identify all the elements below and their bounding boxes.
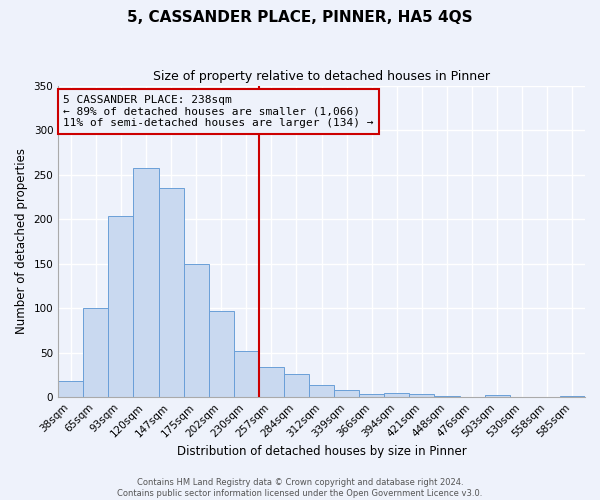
Bar bbox=[334, 390, 359, 397]
Bar bbox=[109, 216, 133, 397]
Title: Size of property relative to detached houses in Pinner: Size of property relative to detached ho… bbox=[153, 70, 490, 83]
Bar bbox=[158, 188, 184, 397]
X-axis label: Distribution of detached houses by size in Pinner: Distribution of detached houses by size … bbox=[177, 444, 466, 458]
Bar bbox=[58, 381, 83, 397]
Bar bbox=[485, 396, 510, 397]
Bar bbox=[560, 396, 585, 397]
Bar bbox=[409, 394, 434, 397]
Text: 5, CASSANDER PLACE, PINNER, HA5 4QS: 5, CASSANDER PLACE, PINNER, HA5 4QS bbox=[127, 10, 473, 25]
Bar bbox=[184, 264, 209, 397]
Y-axis label: Number of detached properties: Number of detached properties bbox=[15, 148, 28, 334]
Bar bbox=[359, 394, 385, 397]
Bar bbox=[133, 168, 158, 397]
Bar bbox=[284, 374, 309, 397]
Text: 5 CASSANDER PLACE: 238sqm
← 89% of detached houses are smaller (1,066)
11% of se: 5 CASSANDER PLACE: 238sqm ← 89% of detac… bbox=[64, 95, 374, 128]
Bar bbox=[259, 367, 284, 397]
Bar bbox=[309, 385, 334, 397]
Bar bbox=[234, 351, 259, 397]
Bar bbox=[83, 308, 109, 397]
Bar bbox=[434, 396, 460, 397]
Bar bbox=[385, 393, 409, 397]
Bar bbox=[209, 311, 234, 397]
Text: Contains HM Land Registry data © Crown copyright and database right 2024.
Contai: Contains HM Land Registry data © Crown c… bbox=[118, 478, 482, 498]
